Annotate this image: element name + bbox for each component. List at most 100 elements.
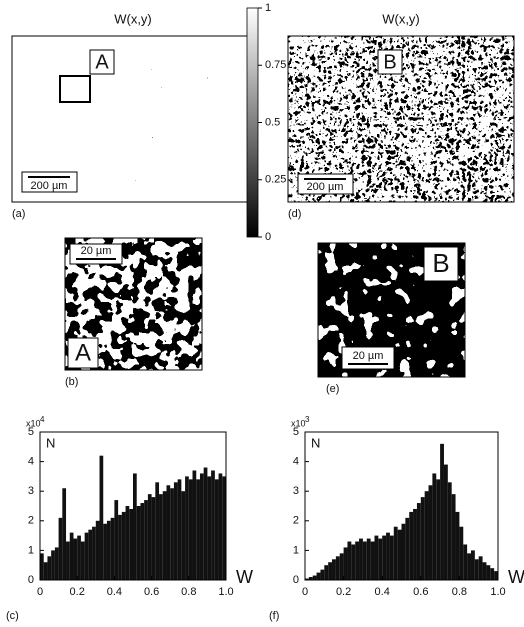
marker: B bbox=[432, 248, 449, 278]
bar bbox=[40, 553, 44, 580]
y-tick-label: 5 bbox=[293, 426, 299, 438]
scale-label: 20 µm bbox=[81, 245, 112, 257]
colorbar-tick-label: 0.5 bbox=[265, 116, 280, 128]
frame bbox=[287, 35, 515, 203]
x-tick-label: 0.2 bbox=[336, 586, 351, 598]
x-tick-label: 0 bbox=[37, 586, 43, 598]
panel-label: (d) bbox=[288, 208, 301, 220]
bar bbox=[133, 473, 137, 580]
y-multiplier: x10 bbox=[291, 418, 306, 428]
y-tick-label: 4 bbox=[28, 456, 34, 468]
marker: A bbox=[75, 339, 91, 366]
panel-label: (e) bbox=[326, 383, 339, 395]
colorbar-tick-label: 0.25 bbox=[265, 174, 286, 186]
marker: A bbox=[95, 51, 109, 73]
colorbar-tick-label: 0.75 bbox=[265, 59, 286, 71]
bar bbox=[308, 577, 313, 580]
colorbar-tick-label: 1 bbox=[265, 2, 271, 14]
colorbar-tick-label: 0 bbox=[265, 231, 271, 243]
x-tick-label: 0.6 bbox=[144, 586, 159, 598]
bar bbox=[47, 556, 52, 580]
bar bbox=[347, 541, 352, 580]
y-tick-label: 1 bbox=[293, 544, 299, 556]
x-tick-label: 0 bbox=[302, 586, 308, 598]
bar bbox=[58, 517, 63, 580]
x-axis-label: W bbox=[508, 567, 524, 587]
bar bbox=[114, 500, 119, 580]
frame bbox=[64, 237, 203, 371]
bar bbox=[378, 538, 383, 580]
x-tick-label: 0.4 bbox=[375, 586, 390, 598]
bar bbox=[324, 565, 329, 580]
y-axis-label: N bbox=[311, 435, 320, 450]
y-tick-label: 2 bbox=[293, 515, 299, 527]
bar bbox=[166, 485, 171, 580]
bar bbox=[92, 526, 96, 580]
bar bbox=[99, 455, 104, 580]
y-tick-label: 3 bbox=[28, 485, 34, 497]
bar bbox=[478, 556, 483, 580]
bar bbox=[77, 535, 81, 580]
bar bbox=[320, 569, 325, 580]
bar bbox=[211, 470, 215, 580]
bar bbox=[140, 503, 145, 580]
bar bbox=[51, 550, 55, 580]
bar bbox=[69, 532, 74, 580]
bar bbox=[447, 482, 452, 580]
bar bbox=[328, 562, 333, 580]
bar bbox=[428, 485, 433, 580]
bar bbox=[73, 538, 78, 580]
y-tick-label: 4 bbox=[293, 456, 299, 468]
bar bbox=[129, 508, 133, 580]
bar bbox=[173, 482, 178, 580]
x-tick-label: 0.6 bbox=[413, 586, 428, 598]
y-tick-label: 0 bbox=[293, 574, 299, 586]
bar bbox=[110, 517, 115, 580]
y-tick-label: 0 bbox=[28, 574, 34, 586]
bar bbox=[436, 479, 441, 580]
x-tick-label: 0.4 bbox=[107, 586, 122, 598]
bar bbox=[494, 571, 498, 580]
marker: B bbox=[383, 51, 396, 73]
bar bbox=[335, 556, 340, 580]
bar bbox=[54, 547, 59, 580]
bar bbox=[144, 500, 148, 580]
bar bbox=[366, 538, 371, 580]
y-multiplier: x10 bbox=[26, 418, 41, 428]
bar bbox=[393, 526, 398, 580]
bar bbox=[420, 497, 425, 580]
bar bbox=[397, 529, 402, 580]
panel-label: (b) bbox=[65, 376, 78, 388]
bar bbox=[43, 562, 48, 580]
bar bbox=[196, 479, 200, 580]
bar bbox=[218, 473, 223, 580]
bar bbox=[401, 523, 406, 580]
y-tick-label: 2 bbox=[28, 515, 34, 527]
marker-box bbox=[423, 246, 459, 282]
bar bbox=[362, 541, 367, 580]
bar bbox=[181, 491, 186, 580]
bar bbox=[312, 575, 317, 580]
bar bbox=[121, 511, 126, 580]
bar bbox=[88, 529, 93, 580]
bar bbox=[413, 508, 417, 580]
bar bbox=[374, 535, 379, 580]
bar bbox=[66, 541, 70, 580]
bar bbox=[382, 535, 387, 580]
bar bbox=[188, 479, 193, 580]
y-tick-label: 3 bbox=[293, 485, 299, 497]
marker-box bbox=[377, 49, 403, 75]
bar bbox=[351, 544, 356, 580]
bar bbox=[222, 476, 226, 580]
bar bbox=[355, 541, 360, 580]
bar bbox=[486, 565, 491, 580]
panel-label: (f) bbox=[269, 610, 279, 622]
bar bbox=[162, 491, 167, 580]
bar bbox=[151, 497, 156, 580]
bar bbox=[62, 488, 67, 580]
bar bbox=[159, 494, 163, 580]
bar bbox=[147, 494, 152, 580]
panel-title: W(x,y) bbox=[114, 11, 152, 26]
bar bbox=[192, 470, 197, 580]
